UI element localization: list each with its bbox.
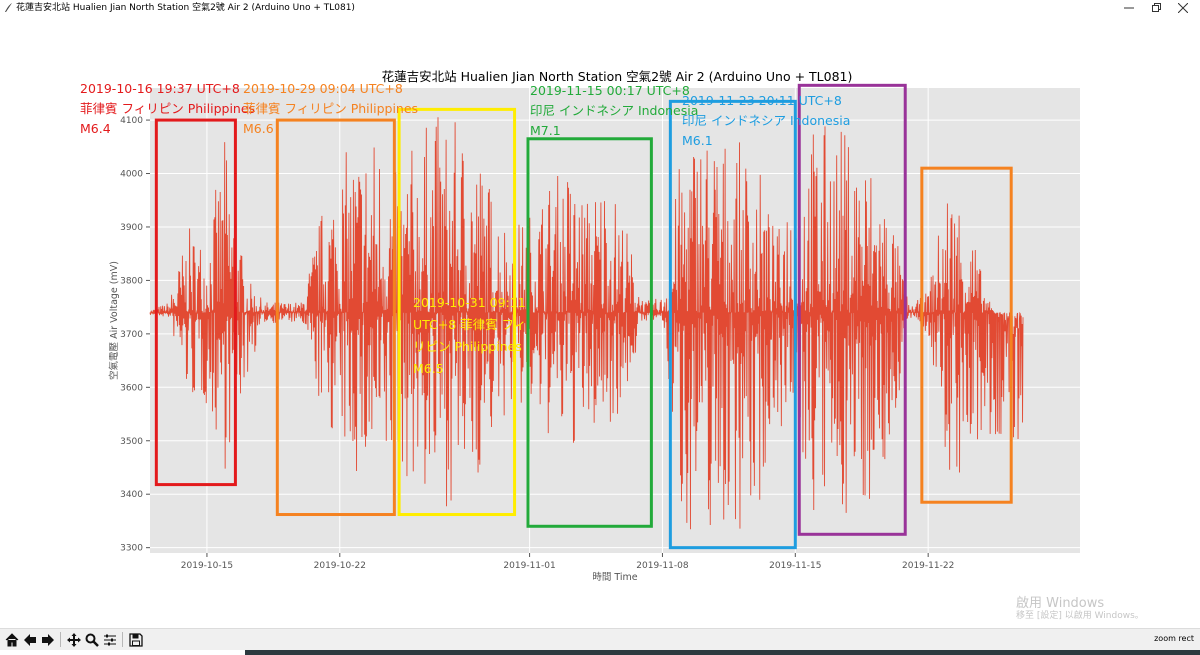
y-tick-label: 4000 (120, 170, 143, 180)
window-title: 花蓮吉安北站 Hualien Jian North Station 空氣2號 A… (16, 3, 355, 13)
back-icon (24, 633, 36, 646)
navigation-toolbar: zoom rect (0, 628, 1200, 651)
y-tick-label: 3900 (120, 223, 143, 233)
x-axis-label: 時間 Time (592, 572, 637, 583)
x-tick-label: 2019-10-22 (314, 561, 366, 571)
minimize-icon (1124, 7, 1134, 9)
home-icon (5, 632, 19, 646)
figure-canvas[interactable]: 3300 3400 3500 3600 3700 3800 3900 4000 4100 2019… (0, 16, 1200, 628)
event-annotation-text: M7.1 (530, 123, 561, 138)
event-annotation-text: M6.6 (243, 121, 274, 136)
zoom-icon (85, 633, 99, 647)
event-annotation-text: 印尼 インドネシア Indonesia (682, 113, 850, 128)
y-tick-label: 3400 (120, 490, 143, 500)
y-tick-label: 3800 (120, 276, 143, 286)
y-tick-label: 4100 (120, 116, 143, 126)
event-box (920, 166, 1013, 504)
save-button[interactable] (128, 631, 144, 648)
window-title-bar: 花蓮吉安北站 Hualien Jian North Station 空氣2號 A… (0, 0, 1200, 16)
restore-button[interactable] (1140, 0, 1174, 16)
y-tick-label: 3300 (120, 544, 143, 554)
forward-icon (42, 633, 54, 646)
event-annotation-text: M6.5 (413, 361, 444, 376)
event-annotation-text: M6.1 (682, 133, 713, 148)
event-annotation-text: M6.4 (80, 121, 111, 136)
event-annotation-text: 2019-10-29 09:04 UTC+8 (243, 81, 403, 96)
y-tick-label: 3500 (120, 437, 143, 447)
event-annotation-text: 2019-10-31 09:11 (413, 295, 526, 310)
forward-button[interactable] (40, 631, 56, 648)
configure-subplots-icon (104, 634, 116, 645)
x-tick-label: 2019-11-01 (503, 561, 555, 571)
event-box (526, 137, 653, 528)
y-axis-label: 空氣電壓 Air Voltage (mV) (108, 261, 120, 380)
event-annotation-text: 2019-11-23 20:11 UTC+8 (682, 93, 842, 108)
home-button[interactable] (4, 631, 20, 648)
y-tick-label: 3600 (120, 383, 143, 393)
voltage-chart: 3300 3400 3500 3600 3700 3800 3900 4000 4100 2019… (80, 69, 1080, 583)
chart-title: 花蓮吉安北站 Hualien Jian North Station 空氣2號 A… (382, 69, 853, 84)
x-tick-label: 2019-10-15 (181, 561, 233, 571)
back-button[interactable] (22, 631, 38, 648)
toolbar-separator (122, 632, 123, 647)
activation-watermark-title: 啟用 Windows (1016, 596, 1105, 611)
restore-icon (1152, 3, 1161, 12)
event-annotation-text: リピン Philippines (413, 339, 522, 354)
air-voltage-line (149, 117, 1024, 530)
x-tick-label: 2019-11-15 (769, 561, 821, 571)
pan-icon (67, 632, 81, 647)
event-annotation-text: 印尼 インドネシア Indonesia (530, 103, 698, 118)
event-annotation-text: UTC+8 菲律賓 フィ (413, 317, 526, 332)
event-annotation-text: 2019-10-16 19:37 UTC+8 (80, 81, 240, 96)
minimize-button[interactable] (1112, 0, 1146, 16)
close-icon (1177, 2, 1189, 14)
taskbar-bar (245, 650, 1200, 655)
event-annotation-text: 菲律賓 フィリピン Philippines (80, 101, 255, 116)
toolbar-separator (60, 632, 61, 647)
x-tick-label: 2019-11-08 (636, 561, 689, 571)
app-feather-icon (5, 3, 12, 12)
taskbar-strip (0, 650, 1200, 655)
event-annotation-text: 菲律賓 フィリピン Philippines (243, 101, 418, 116)
event-box (668, 99, 797, 550)
event-box (797, 83, 907, 536)
event-box (397, 107, 517, 517)
pan-button[interactable] (66, 631, 82, 648)
x-tick-label: 2019-11-22 (902, 561, 954, 571)
save-icon (129, 632, 143, 647)
event-box (154, 118, 237, 487)
close-button[interactable] (1166, 0, 1200, 16)
configure-subplots-button[interactable] (102, 631, 118, 648)
event-annotation-text: 2019-11-15 00:17 UTC+8 (530, 83, 690, 98)
zoom-button[interactable] (84, 631, 100, 648)
event-box (275, 118, 396, 517)
toolbar-mode-text: zoom rect (1154, 634, 1194, 643)
activation-watermark-subtitle: 移至 [設定] 以啟用 Windows。 (1016, 611, 1144, 621)
y-tick-label: 3700 (120, 330, 143, 340)
